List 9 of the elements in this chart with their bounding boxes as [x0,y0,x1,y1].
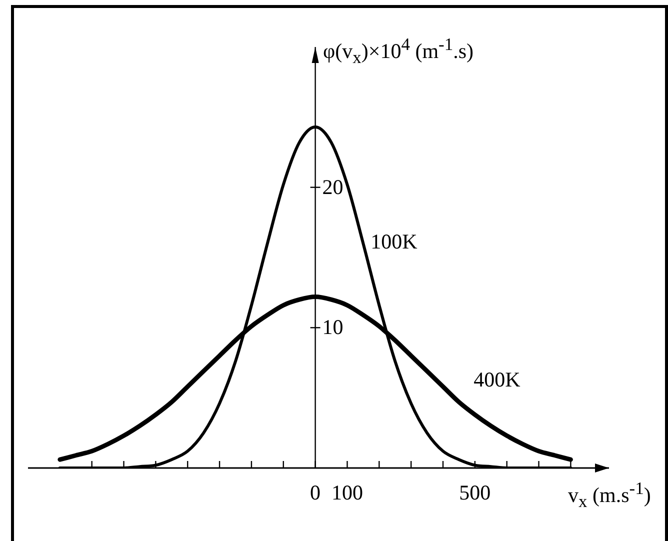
x-axis-title: v$_{x}$ (m.s$^{-1}$) [568,478,651,512]
x-tick-label: 500 [459,480,491,505]
y-tick-label: 20 [322,174,344,199]
x-tick-label: 100 [331,480,363,505]
x-tick-label: 0 [310,480,321,505]
series-label: 400K [474,368,520,392]
y-axis-title: φ(v$_{x}$)×10$^{4}$ (m$^{-1}$.s) [323,34,474,68]
y-tick-label: 10 [322,315,344,340]
series-label: 100K [370,230,418,254]
